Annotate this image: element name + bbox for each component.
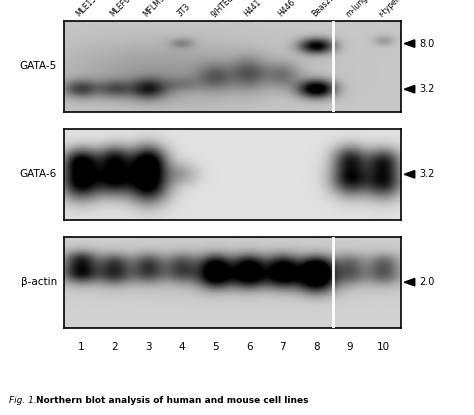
Text: Northern blot analysis of human and mouse cell lines: Northern blot analysis of human and mous…: [36, 395, 308, 405]
Polygon shape: [404, 85, 415, 93]
Text: 2: 2: [111, 342, 118, 352]
Text: MLEF6: MLEF6: [108, 0, 132, 19]
Text: Beas2B: Beas2B: [310, 0, 337, 19]
Polygon shape: [404, 40, 415, 47]
Text: r-typeII: r-typeII: [377, 0, 403, 19]
Text: MFLM91(-): MFLM91(-): [142, 0, 177, 19]
Text: 4: 4: [179, 342, 185, 352]
Text: 2.0: 2.0: [419, 277, 434, 287]
Text: 1: 1: [78, 342, 84, 352]
Text: 6: 6: [246, 342, 252, 352]
Text: β-actin: β-actin: [21, 277, 57, 287]
Text: 9/HTEO: 9/HTEO: [209, 0, 236, 19]
Text: MLE15: MLE15: [74, 0, 99, 19]
Text: m-lung: m-lung: [344, 0, 369, 19]
Text: GATA-6: GATA-6: [19, 169, 57, 179]
Text: 3T3: 3T3: [175, 2, 192, 19]
Text: 5: 5: [212, 342, 219, 352]
Text: 8: 8: [313, 342, 319, 352]
Text: 3: 3: [145, 342, 151, 352]
Text: 10: 10: [377, 342, 390, 352]
Text: Fig. 1.: Fig. 1.: [9, 395, 40, 405]
Text: 3.2: 3.2: [419, 84, 434, 94]
Text: H446: H446: [276, 0, 297, 19]
Text: 3.2: 3.2: [419, 169, 434, 179]
Polygon shape: [404, 171, 415, 178]
Text: 9: 9: [347, 342, 353, 352]
Text: 8.0: 8.0: [419, 39, 434, 49]
Polygon shape: [404, 278, 415, 286]
Text: GATA-5: GATA-5: [19, 61, 57, 71]
Text: H441: H441: [243, 0, 264, 19]
Text: 7: 7: [280, 342, 286, 352]
